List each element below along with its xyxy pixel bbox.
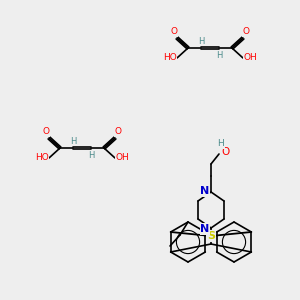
Text: O: O [115,128,122,136]
Text: H: H [218,140,224,148]
Text: N: N [200,186,210,196]
Text: OH: OH [115,154,129,163]
Text: H: H [70,136,76,146]
Text: O: O [242,28,250,37]
Text: OH: OH [243,53,257,62]
Text: H: H [198,37,204,46]
Text: O: O [43,128,50,136]
Text: S: S [207,231,215,241]
Text: O: O [170,28,178,37]
Text: O: O [221,147,229,157]
Text: H: H [88,151,94,160]
Text: HO: HO [35,154,49,163]
Text: H: H [216,50,222,59]
Text: HO: HO [163,53,177,62]
Text: N: N [200,224,210,234]
